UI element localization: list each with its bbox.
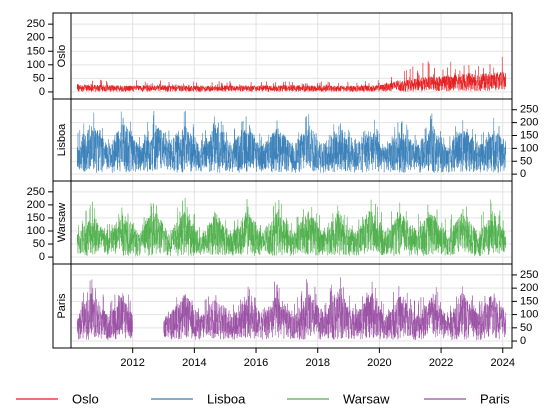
y-tick-label: 50 xyxy=(520,155,532,167)
y-tick-label: 150 xyxy=(27,45,45,57)
y-tick-label: 0 xyxy=(520,168,526,180)
x-tick-label: 2016 xyxy=(244,357,268,369)
legend-label-paris: Paris xyxy=(480,392,510,407)
x-tick-label: 2020 xyxy=(367,357,391,369)
panels: Oslo050100150200250Lisboa050100150200250… xyxy=(27,12,538,349)
x-tick-label: 2022 xyxy=(429,357,453,369)
y-tick-label: 100 xyxy=(27,59,45,71)
y-tick-label: 50 xyxy=(33,72,45,84)
series-line-lisboa xyxy=(76,110,506,174)
legend: Oslo Lisboa Warsaw Paris xyxy=(16,392,510,407)
y-tick-label: 0 xyxy=(39,251,45,263)
y-tick-label: 50 xyxy=(520,322,532,334)
y-tick-label: 250 xyxy=(520,104,538,116)
x-tick-label: 2024 xyxy=(491,357,515,369)
y-tick-label: 200 xyxy=(520,282,538,294)
y-tick-label: 250 xyxy=(520,269,538,281)
series-line-paris xyxy=(76,277,506,341)
y-tick-label: 150 xyxy=(520,295,538,307)
legend-label-warsaw: Warsaw xyxy=(343,392,390,407)
series-line-oslo xyxy=(76,56,506,92)
x-tick-label: 2018 xyxy=(305,357,329,369)
y-tick-label: 0 xyxy=(39,86,45,98)
x-tick-label: 2012 xyxy=(120,357,144,369)
y-tick-label: 250 xyxy=(27,186,45,198)
legend-label-lisboa: Lisboa xyxy=(207,392,246,407)
strip-label-warsaw: Warsaw xyxy=(56,203,68,242)
y-tick-label: 0 xyxy=(520,335,526,347)
y-tick-label: 200 xyxy=(27,32,45,44)
x-tick-label: 2014 xyxy=(182,357,206,369)
y-tick-label: 200 xyxy=(520,117,538,129)
y-tick-label: 250 xyxy=(27,18,45,30)
strip-label-lisboa: Lisboa xyxy=(56,123,68,156)
legend-label-oslo: Oslo xyxy=(72,392,99,407)
y-tick-label: 150 xyxy=(520,129,538,141)
y-tick-label: 200 xyxy=(27,199,45,211)
y-tick-label: 100 xyxy=(520,309,538,321)
y-tick-label: 150 xyxy=(27,212,45,224)
panel-frame xyxy=(52,263,513,349)
y-tick-label: 100 xyxy=(520,142,538,154)
series-line-warsaw xyxy=(76,197,506,257)
strip-label-paris: Paris xyxy=(56,293,68,319)
y-tick-label: 100 xyxy=(27,225,45,237)
y-tick-label: 50 xyxy=(33,238,45,250)
x-axis: 2012 2014 2016 2018 2020 2022 2024 xyxy=(120,348,515,369)
strip-label-oslo: Oslo xyxy=(56,45,68,68)
